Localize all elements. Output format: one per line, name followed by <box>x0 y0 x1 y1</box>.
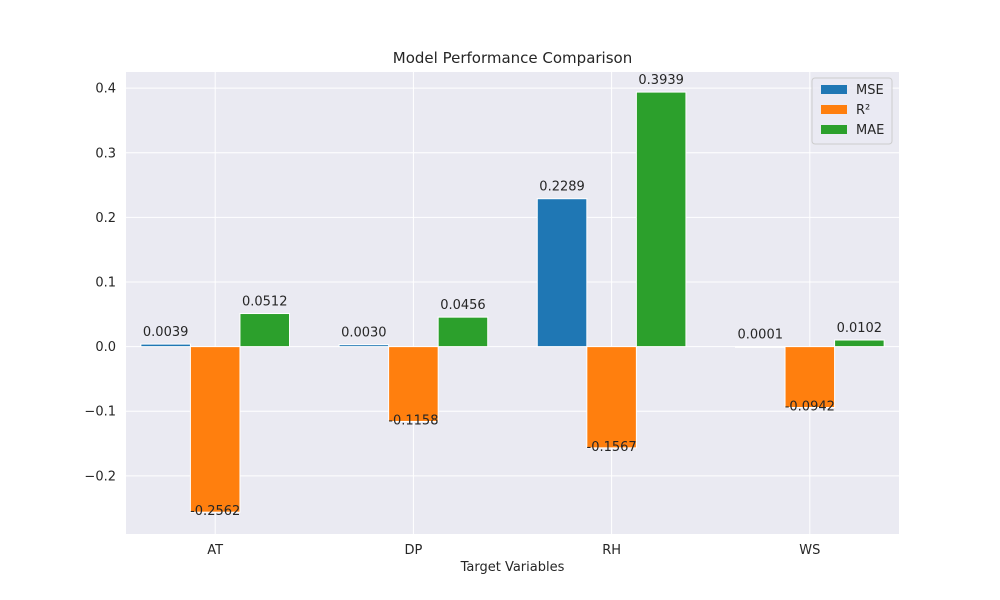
bar-value-label: 0.0512 <box>242 295 288 310</box>
legend-swatch <box>821 125 847 134</box>
y-tick-label: 0.1 <box>95 276 116 291</box>
bar-value-label: -0.0942 <box>785 399 835 414</box>
bar-value-label: 0.3939 <box>638 73 684 88</box>
bar-mse-rh <box>536 198 588 348</box>
bar-value-label: 0.0456 <box>440 298 486 313</box>
bar-labels: 0.0039 0.0030 0.2289 0.0001 -0.2562 -0.1158 -0… <box>143 73 882 519</box>
bar-r-at <box>189 346 241 513</box>
bar-mse-ws <box>734 346 786 348</box>
legend-label: MSE <box>856 83 884 98</box>
bar-value-label: 0.2289 <box>539 180 585 195</box>
legend-label: MAE <box>856 123 884 138</box>
bar-mse-at <box>140 343 191 348</box>
bar-value-label: 0.0001 <box>738 328 784 343</box>
bar-value-label: 0.0039 <box>143 325 189 340</box>
y-tick-label: 0.2 <box>95 211 116 226</box>
bar-value-label: -0.1567 <box>587 440 637 455</box>
plot-area <box>126 72 899 534</box>
bar-value-label: 0.0102 <box>837 321 883 336</box>
y-tick-label: −0.1 <box>84 405 116 420</box>
bar-value-label: 0.0030 <box>341 326 387 341</box>
bar-mae-at <box>239 313 291 348</box>
bar-mae-ws <box>834 339 885 348</box>
y-axis: −0.2 −0.1 0.0 0.1 0.2 0.3 0.4 <box>84 82 116 485</box>
legend-swatch <box>821 85 847 94</box>
bar-mae-dp <box>437 316 489 348</box>
bar-r-dp <box>388 346 439 422</box>
bars <box>140 91 885 513</box>
x-tick-label: AT <box>207 543 223 558</box>
x-tick-label: WS <box>799 543 820 558</box>
bar-r-ws <box>784 346 836 408</box>
bar-value-label: -0.1158 <box>388 413 438 428</box>
bar-mae-rh <box>635 91 687 348</box>
bar-mse-dp <box>338 344 390 348</box>
x-tick-label: RH <box>602 543 621 558</box>
x-tick-label: DP <box>404 543 422 558</box>
legend-label: R² <box>856 103 870 118</box>
chart-title: Model Performance Comparison <box>393 49 632 67</box>
y-tick-label: 0.4 <box>95 82 116 97</box>
y-tick-label: 0.0 <box>95 340 116 355</box>
legend: MSE R² MAE <box>811 77 893 145</box>
legend-swatch <box>821 105 847 114</box>
x-axis: AT DP RH WS <box>207 543 820 558</box>
x-axis-label: Target Variables <box>460 560 565 575</box>
bar-value-label: -0.2562 <box>190 504 240 519</box>
bar-r-rh <box>586 346 637 449</box>
y-tick-label: 0.3 <box>95 146 116 161</box>
y-tick-label: −0.2 <box>84 469 116 484</box>
